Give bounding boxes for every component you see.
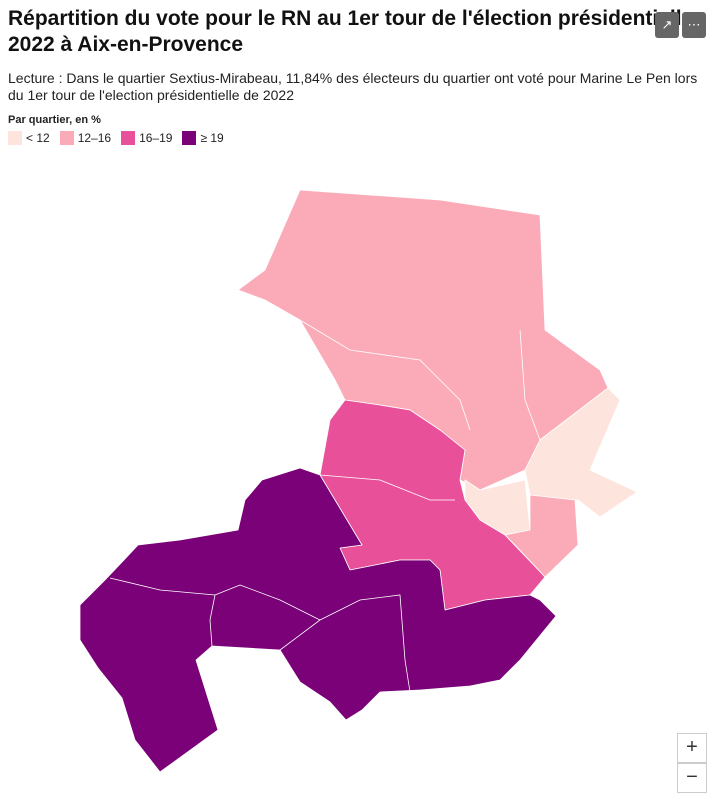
legend-label: < 12 bbox=[26, 131, 50, 145]
legend-item: 12–16 bbox=[59, 131, 112, 145]
district bbox=[79, 467, 557, 773]
boundary bbox=[109, 577, 241, 596]
boundary bbox=[279, 594, 411, 693]
boundary bbox=[319, 474, 455, 501]
legend: < 12 12–16 16–19 ≥ 19 bbox=[8, 131, 224, 145]
title: Répartition du vote pour le RN au 1er to… bbox=[8, 7, 694, 56]
legend-swatch bbox=[59, 131, 74, 145]
legend-title: Par quartier, en % bbox=[8, 114, 101, 126]
boundary bbox=[239, 584, 321, 621]
expand-button[interactable]: ↗ bbox=[655, 12, 679, 38]
boundary bbox=[299, 319, 471, 431]
legend-item: < 12 bbox=[8, 131, 50, 145]
legend-swatch bbox=[182, 131, 197, 145]
subtitle: Lecture : Dans le quartier Sextius-Mirab… bbox=[8, 70, 698, 103]
district bbox=[524, 387, 638, 518]
zoom-in-button[interactable]: + bbox=[677, 733, 707, 763]
legend-item: ≥ 19 bbox=[182, 131, 224, 145]
zoom-out-button[interactable]: − bbox=[677, 763, 707, 793]
legend-swatch bbox=[8, 131, 22, 145]
legend-label: 12–16 bbox=[77, 131, 112, 145]
more-button[interactable]: ⋯ bbox=[682, 12, 706, 38]
boundary bbox=[209, 594, 216, 647]
legend-label: ≥ 19 bbox=[200, 131, 224, 145]
legend-item: 16–19 bbox=[121, 131, 172, 145]
legend-swatch bbox=[121, 131, 136, 145]
legend-label: 16–19 bbox=[139, 131, 173, 145]
boundary bbox=[519, 329, 541, 441]
